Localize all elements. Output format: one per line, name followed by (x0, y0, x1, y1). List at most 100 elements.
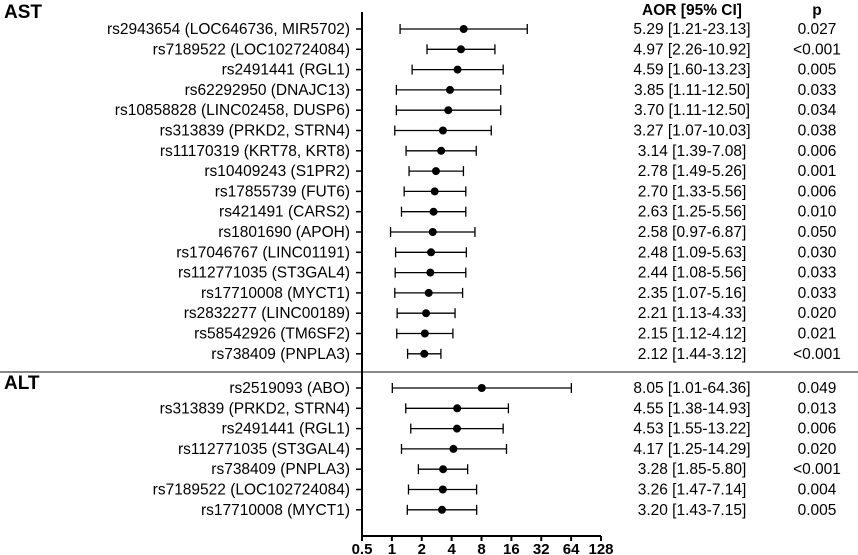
p-value: 0.020 (798, 305, 837, 322)
aor-point (431, 167, 440, 176)
snp-label: rs2832277 (LINC00189) (184, 305, 350, 322)
aor-point (438, 505, 447, 514)
aor-point (428, 228, 437, 236)
p-value: 0.050 (798, 224, 837, 241)
p-value: 0.006 (798, 183, 837, 200)
snp-label: rs7189522 (LOC102724084) (153, 41, 350, 58)
snp-label: rs1801690 (APOH) (218, 224, 350, 241)
aor-ci-text: 3.70 [1.11-12.50] (634, 102, 750, 119)
aor-point (438, 126, 447, 135)
aor-ci-text: 2.70 [1.33-5.56] (638, 183, 747, 200)
snp-label: rs2943654 (LOC646736, MIR5702) (107, 21, 350, 38)
aor-point (444, 106, 453, 115)
x-tick-label: 4 (447, 541, 456, 555)
snp-label: rs738409 (PNPLA3) (211, 461, 350, 478)
aor-point (453, 404, 462, 413)
aor-point (420, 349, 429, 358)
p-value: 0.004 (798, 482, 837, 499)
aor-ci-text: 8.05 [1.01-64.36] (633, 380, 750, 397)
p-value: 0.021 (798, 326, 837, 343)
aor-ci-text: 4.53 [1.55-13.22] (633, 421, 750, 438)
x-tick-label: 16 (503, 541, 520, 555)
aor-ci-text: 2.48 [1.09-5.63] (638, 244, 747, 261)
aor-ci-text: 3.26 [1.47-7.14] (638, 482, 747, 499)
snp-label: rs112771035 (ST3GAL4) (178, 441, 350, 458)
aor-ci-text: 2.15 [1.12-4.12] (638, 326, 747, 343)
snp-label: rs2491441 (RGL1) (222, 62, 350, 79)
snp-label: rs10858828 (LINC02458, DUSP6) (115, 102, 350, 119)
snp-label: rs11170319 (KRT78, KRT8) (160, 143, 350, 160)
p-header: p (812, 2, 821, 19)
p-value: 0.010 (798, 204, 837, 221)
aor-ci-text: 2.12 [1.44-3.12] (638, 346, 747, 363)
aor-point (429, 207, 438, 216)
section-title-alt: ALT (4, 373, 40, 394)
aor-point (424, 288, 433, 297)
x-tick-label: 32 (533, 541, 550, 555)
estimate-header: AOR [95% CI] (642, 2, 742, 19)
p-value: 0.033 (798, 82, 837, 99)
aor-point (452, 424, 461, 433)
aor-ci-text: 3.27 [1.07-10.03] (633, 123, 750, 140)
x-tick-label: 2 (418, 541, 426, 555)
aor-point (459, 25, 468, 33)
p-value: 0.049 (798, 380, 837, 397)
p-value: 0.027 (798, 21, 837, 38)
aor-ci-text: 2.58 [0.97-6.87] (638, 224, 747, 241)
aor-ci-text: 3.20 [1.43-7.15] (638, 502, 747, 519)
snp-label: rs2491441 (RGL1) (222, 421, 350, 438)
p-value: <0.001 (793, 346, 841, 363)
x-tick-label: 64 (563, 541, 580, 555)
aor-point (453, 65, 462, 74)
aor-ci-text: 2.35 [1.07-5.16] (638, 285, 747, 302)
p-value: 0.030 (798, 244, 837, 261)
p-value: 0.020 (798, 441, 837, 458)
aor-point (449, 444, 458, 453)
p-value: 0.034 (798, 102, 837, 119)
snp-label: rs2519093 (ABO) (229, 380, 350, 397)
aor-ci-text: 2.44 [1.08-5.56] (638, 265, 747, 282)
snp-label: rs17710008 (MYCT1) (201, 285, 350, 302)
snp-label: rs421491 (CARS2) (219, 204, 350, 221)
p-value: 0.006 (798, 143, 837, 160)
x-tick-label: 0.5 (352, 541, 373, 555)
section-title-ast: AST (4, 2, 42, 23)
p-value: 0.001 (798, 163, 837, 180)
snp-label: rs62292950 (DNAJC13) (185, 82, 350, 99)
aor-point (437, 146, 446, 155)
aor-ci-text: 4.59 [1.60-13.23] (633, 62, 750, 79)
aor-ci-text: 4.17 [1.25-14.29] (633, 441, 750, 458)
x-tick-label: 1 (388, 541, 396, 555)
snp-label: rs17046767 (LINC01191) (176, 244, 350, 261)
aor-ci-text: 4.97 [2.26-10.92] (633, 41, 750, 58)
p-value: <0.001 (793, 461, 841, 478)
aor-ci-text: 2.21 [1.13-4.33] (638, 305, 747, 322)
aor-ci-text: 2.63 [1.25-5.56] (638, 204, 747, 221)
aor-ci-text: 3.14 [1.39-7.08] (638, 143, 747, 160)
aor-ci-text: 4.55 [1.38-14.93] (633, 400, 750, 417)
p-value: 0.033 (798, 285, 837, 302)
aor-point (438, 485, 447, 494)
aor-point (445, 85, 454, 94)
p-value: 0.005 (798, 502, 837, 519)
aor-ci-text: 2.78 [1.49-5.26] (638, 163, 747, 180)
p-value: <0.001 (793, 41, 841, 58)
snp-label: rs313839 (PRKD2, STRN4) (160, 123, 350, 140)
snp-label: rs112771035 (ST3GAL4) (178, 265, 350, 282)
snp-label: rs17855739 (FUT6) (215, 183, 350, 200)
aor-point (456, 45, 465, 54)
snp-label: rs738409 (PNPLA3) (211, 346, 350, 363)
x-tick-label: 128 (588, 541, 613, 555)
snp-label: rs17710008 (MYCT1) (201, 502, 350, 519)
aor-point (422, 309, 431, 318)
x-tick-label: 8 (477, 541, 485, 555)
aor-point (426, 268, 435, 277)
snp-label: rs58542926 (TM6SF2) (194, 326, 350, 343)
snp-label: rs10409243 (S1PR2) (204, 163, 350, 180)
aor-point (439, 465, 448, 474)
aor-point (427, 248, 436, 257)
snp-label: rs313839 (PRKD2, STRN4) (160, 400, 350, 417)
p-value: 0.038 (798, 123, 837, 140)
p-value: 0.006 (798, 421, 837, 438)
